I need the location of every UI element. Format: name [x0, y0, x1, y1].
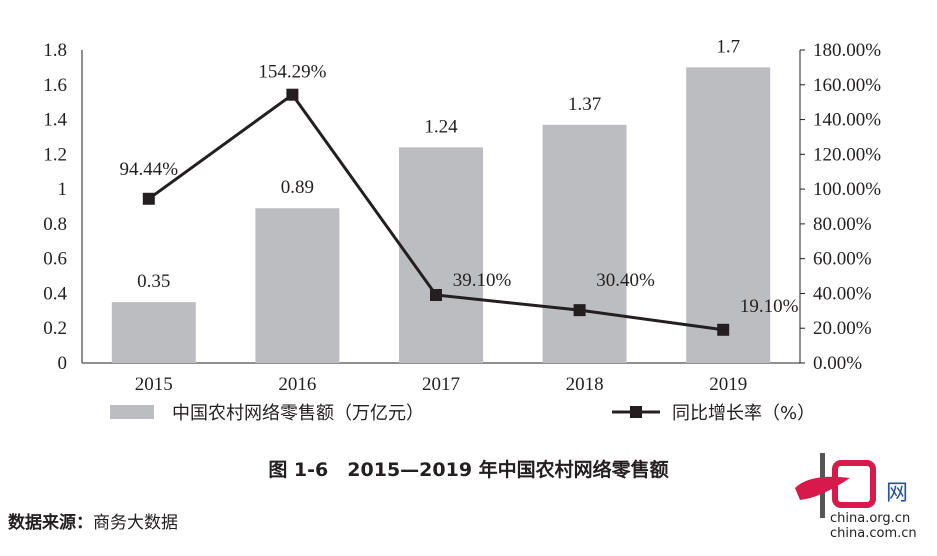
figure-caption: 图 1-6 2015—2019 年中国农村网络零售额 [0, 455, 937, 482]
left-tick-label: 0 [58, 353, 68, 374]
right-tick-label: 20.00% [813, 318, 872, 339]
data-source: 数据来源：商务大数据 [8, 508, 178, 533]
bar-data-label: 1.37 [568, 94, 601, 115]
line-point-marker [142, 192, 155, 205]
right-tick-label: 180.00% [813, 40, 881, 61]
bar [542, 124, 627, 364]
right-tick-label: 100.00% [813, 179, 881, 200]
left-tick-label: 1 [58, 179, 68, 200]
left-tick-label: 1.2 [43, 144, 67, 165]
china-net-logo: 网 china.org.cn china.com.cn [795, 453, 917, 541]
right-tick-label: 0.00% [813, 353, 862, 374]
x-tick-label: 2019 [709, 374, 747, 395]
bar-data-label: 0.35 [137, 271, 170, 292]
bar [686, 67, 771, 363]
line-data-label: 154.29% [258, 62, 326, 83]
left-tick-label: 0.8 [43, 214, 67, 235]
svg-text:china.com.cn: china.com.cn [830, 526, 917, 541]
bar [111, 302, 196, 363]
right-tick-label: 160.00% [813, 75, 881, 96]
bar-data-label: 1.7 [716, 36, 740, 57]
line-point-marker [430, 289, 442, 302]
line-data-label: 39.10% [453, 270, 512, 291]
x-tick-label: 2018 [566, 374, 604, 395]
x-tick-label: 2015 [135, 374, 173, 395]
left-tick-label: 1.6 [43, 75, 67, 96]
left-tick-label: 0.2 [43, 318, 67, 339]
x-tick-label: 2016 [278, 374, 316, 395]
left-tick-label: 1.8 [43, 40, 67, 61]
line-data-label: 94.44% [120, 159, 179, 180]
source-value: 商务大数据 [93, 513, 178, 533]
chart-svg: 0 0.2 0.4 0.6 0.8 1 1.2 1.4 1.6 1.8 0.00% 20.00% 40.… [43, 36, 881, 424]
caption-title: 2015—2019 年中国农村网络零售额 [347, 459, 669, 481]
left-tick-label: 1.4 [43, 110, 67, 131]
bar-data-label: 0.89 [281, 177, 314, 198]
right-tick-label: 140.00% [813, 110, 881, 131]
svg-text:网: 网 [886, 481, 908, 506]
line-point-marker [717, 323, 730, 336]
right-tick-label: 60.00% [813, 249, 872, 270]
legend-line-label: 同比增长率（%） [672, 403, 815, 424]
legend-bar-label: 中国农村网络零售额（万亿元） [172, 403, 424, 424]
line-point-marker [573, 304, 586, 317]
line-point-marker [286, 88, 299, 101]
bar [255, 208, 340, 363]
source-label: 数据来源： [8, 513, 93, 533]
bar-data-label: 1.24 [424, 116, 458, 137]
x-tick-label: 2017 [422, 374, 460, 395]
left-tick-label: 0.4 [43, 283, 67, 304]
caption-prefix: 图 1-6 [268, 459, 329, 481]
svg-text:china.org.cn: china.org.cn [830, 511, 910, 526]
line-data-label: 30.40% [596, 270, 655, 291]
right-tick-label: 120.00% [813, 144, 881, 165]
line-data-label: 19.10% [740, 296, 799, 317]
left-tick-label: 0.6 [43, 249, 67, 270]
legend-bar-swatch [110, 405, 154, 419]
right-tick-label: 40.00% [813, 283, 872, 304]
right-tick-label: 80.00% [813, 214, 872, 235]
bar [399, 147, 483, 363]
legend-line-marker [630, 406, 642, 418]
